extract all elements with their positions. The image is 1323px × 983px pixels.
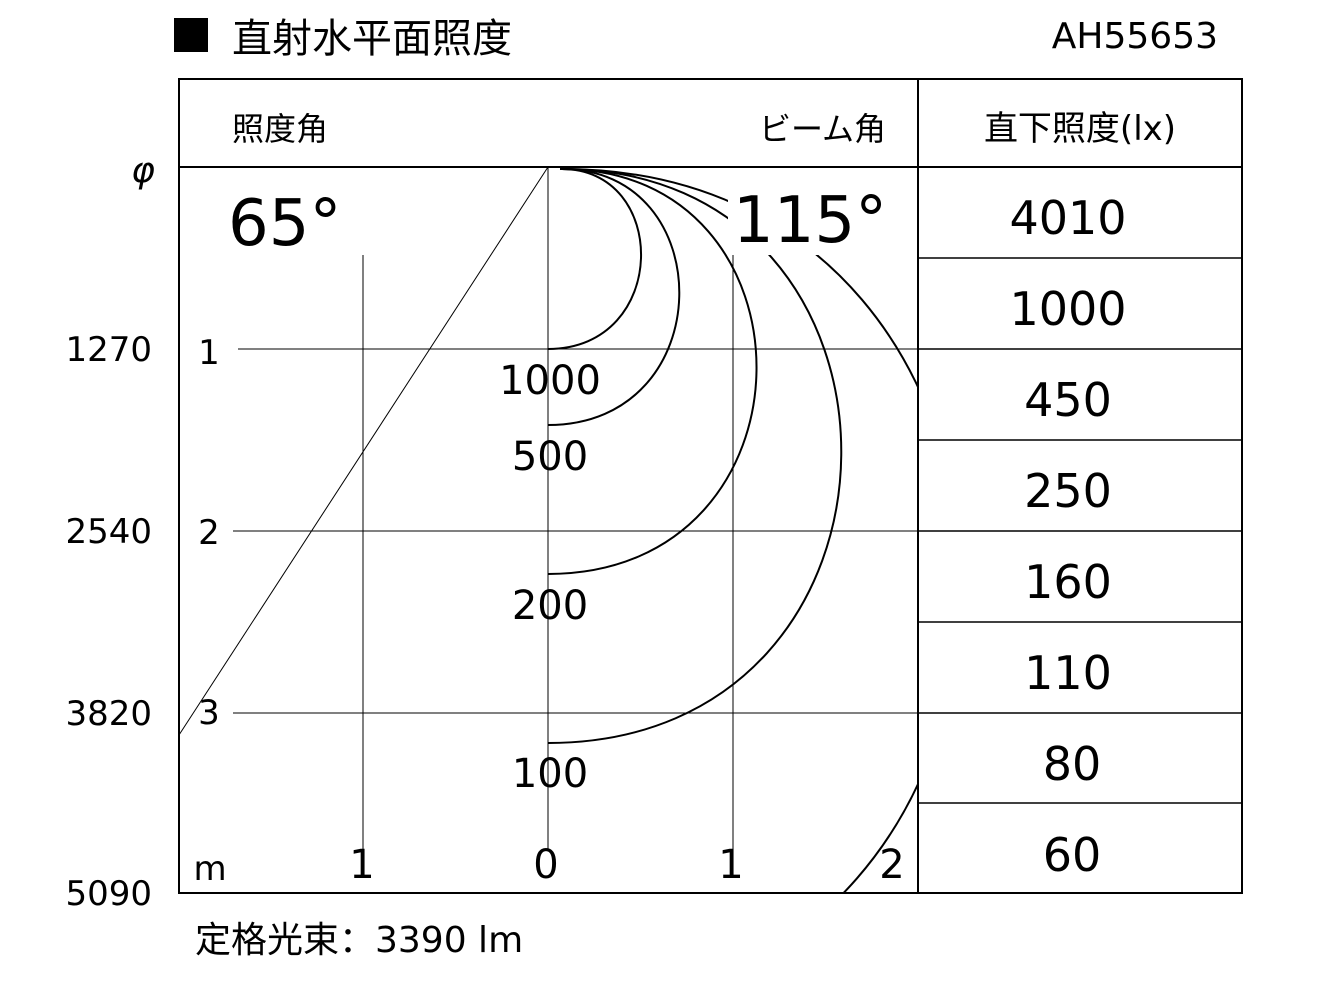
direct-illuminance-value: 450 [1024,373,1112,427]
direct-illuminance-value: 110 [1024,646,1112,700]
x-unit: m [193,849,226,889]
model-number: AH55653 [1052,16,1218,57]
direct-illuminance-value: 4010 [1009,191,1126,245]
x-tick: 1 [718,842,743,888]
phi-symbol: φ [131,150,155,191]
illum-angle-header: 照度角 [232,110,328,148]
direct-illuminance-value: 160 [1024,555,1112,609]
curve-100 [547,167,843,744]
x-tick: 0 [533,842,558,888]
rated-lumen: 定格光束：3390 lm [195,920,523,961]
diameter-label: 2540 [65,512,152,552]
grid [233,167,918,850]
illum-angle-line [178,166,549,736]
beam-angle-header: ビーム角 [759,110,886,148]
diameter-label: 3820 [65,694,152,734]
direct-illuminance-value: 60 [1043,828,1102,882]
x-tick: 2 [879,842,904,888]
curve-1000 [547,167,643,350]
beam-angle-value: 115° [733,184,887,258]
table-dividers [918,257,1242,804]
illum-angle-value: 65° [228,187,341,261]
curve-500 [547,167,681,426]
direct-illuminance-header: 直下照度(lx) [984,109,1176,149]
depth-tick: 3 [198,693,220,733]
x-tick: 1 [349,842,374,888]
contour-label: 500 [512,434,588,480]
contour-label: 200 [512,583,588,629]
direct-illuminance-value: 1000 [1009,282,1126,336]
depth-tick: 1 [198,333,220,373]
contour-label: 100 [512,751,588,797]
diameter-label: 5090 [65,874,152,914]
curve-200 [547,167,758,575]
title-square-icon [174,18,208,52]
direct-illuminance-value: 250 [1024,464,1112,518]
depth-tick: 2 [198,513,220,553]
contour-label: 1000 [499,358,601,404]
direct-illuminance-value: 80 [1043,737,1102,791]
title: 直射水平面照度 [232,16,512,62]
frame [178,78,1243,894]
diameter-label: 1270 [65,330,152,370]
